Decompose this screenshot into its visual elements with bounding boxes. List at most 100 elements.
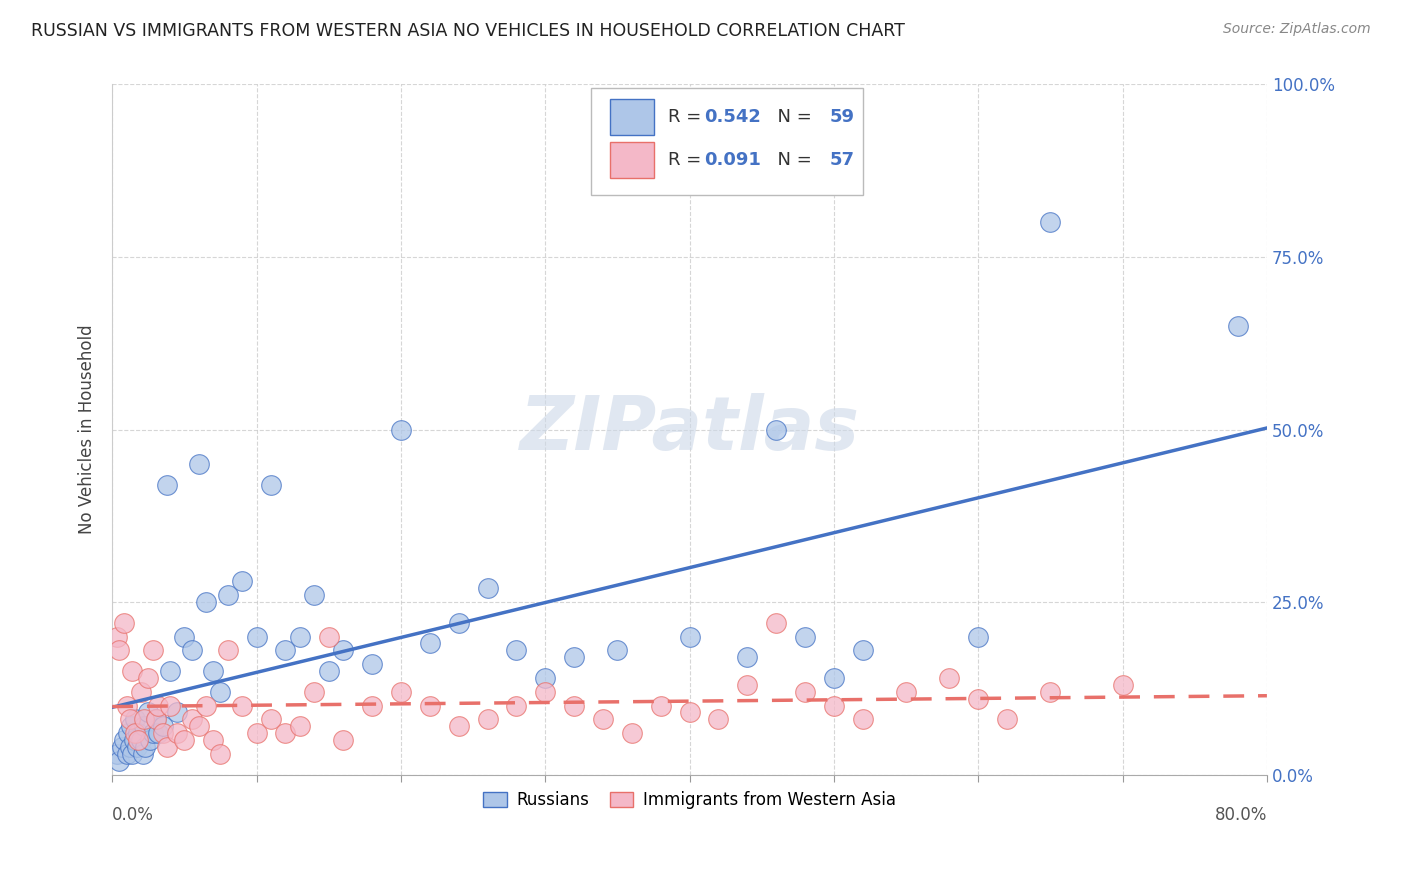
- Point: [108, 754, 131, 768]
- Text: R =: R =: [668, 108, 707, 126]
- Point: [117, 726, 139, 740]
- Point: [121, 664, 143, 678]
- Point: [737, 678, 759, 692]
- Point: [447, 719, 470, 733]
- Point: [419, 636, 441, 650]
- Point: [217, 588, 239, 602]
- Text: Source: ZipAtlas.com: Source: ZipAtlas.com: [1223, 22, 1371, 37]
- Point: [125, 739, 148, 754]
- Point: [288, 630, 311, 644]
- Point: [173, 630, 195, 644]
- Point: [678, 706, 700, 720]
- Point: [447, 615, 470, 630]
- Point: [288, 719, 311, 733]
- Point: [1227, 318, 1250, 333]
- Point: [217, 643, 239, 657]
- Point: [765, 615, 787, 630]
- Point: [737, 650, 759, 665]
- Point: [562, 650, 585, 665]
- Point: [127, 726, 149, 740]
- Legend: Russians, Immigrants from Western Asia: Russians, Immigrants from Western Asia: [477, 785, 903, 816]
- Point: [152, 719, 174, 733]
- Point: [195, 595, 218, 609]
- Point: [419, 698, 441, 713]
- Point: [166, 726, 188, 740]
- Point: [505, 643, 527, 657]
- Point: [202, 733, 225, 747]
- Point: [156, 477, 179, 491]
- Point: [195, 698, 218, 713]
- Point: [894, 685, 917, 699]
- Point: [124, 712, 146, 726]
- Point: [650, 698, 672, 713]
- Point: [120, 719, 142, 733]
- Point: [592, 712, 614, 726]
- Point: [620, 726, 643, 740]
- Point: [304, 588, 326, 602]
- Y-axis label: No Vehicles in Household: No Vehicles in Household: [79, 325, 96, 534]
- Point: [136, 671, 159, 685]
- Text: 0.542: 0.542: [704, 108, 762, 126]
- Point: [115, 698, 138, 713]
- Point: [132, 712, 155, 726]
- Point: [131, 747, 153, 761]
- Point: [361, 657, 384, 672]
- Point: [765, 423, 787, 437]
- FancyBboxPatch shape: [610, 143, 654, 178]
- FancyBboxPatch shape: [592, 88, 863, 194]
- Point: [361, 698, 384, 713]
- Point: [389, 423, 412, 437]
- Point: [477, 712, 499, 726]
- Point: [118, 712, 141, 726]
- Point: [938, 671, 960, 685]
- Point: [202, 664, 225, 678]
- Point: [389, 685, 412, 699]
- Point: [606, 643, 628, 657]
- Point: [231, 698, 253, 713]
- Point: [852, 643, 875, 657]
- Point: [995, 712, 1018, 726]
- Text: 59: 59: [830, 108, 855, 126]
- Point: [274, 643, 297, 657]
- Point: [124, 726, 146, 740]
- Point: [173, 733, 195, 747]
- Point: [136, 706, 159, 720]
- Point: [274, 726, 297, 740]
- Point: [156, 739, 179, 754]
- Point: [534, 685, 557, 699]
- Text: 0.0%: 0.0%: [112, 805, 155, 823]
- Point: [112, 733, 135, 747]
- Point: [159, 664, 181, 678]
- Point: [132, 719, 155, 733]
- Point: [794, 685, 817, 699]
- Point: [152, 726, 174, 740]
- Point: [707, 712, 730, 726]
- Point: [121, 747, 143, 761]
- Point: [794, 630, 817, 644]
- Point: [245, 630, 267, 644]
- Point: [111, 739, 134, 754]
- Text: RUSSIAN VS IMMIGRANTS FROM WESTERN ASIA NO VEHICLES IN HOUSEHOLD CORRELATION CHA: RUSSIAN VS IMMIGRANTS FROM WESTERN ASIA …: [31, 22, 905, 40]
- Point: [823, 698, 845, 713]
- Point: [148, 726, 170, 740]
- Point: [187, 457, 209, 471]
- Point: [505, 698, 527, 713]
- Point: [562, 698, 585, 713]
- Point: [477, 581, 499, 595]
- Point: [318, 664, 340, 678]
- Point: [127, 733, 149, 747]
- Text: 0.091: 0.091: [704, 152, 762, 169]
- Point: [108, 643, 131, 657]
- Point: [148, 698, 170, 713]
- Point: [678, 630, 700, 644]
- Point: [180, 712, 202, 726]
- Point: [967, 630, 990, 644]
- Point: [159, 698, 181, 713]
- Point: [1039, 685, 1062, 699]
- Point: [105, 747, 128, 761]
- Point: [534, 671, 557, 685]
- Point: [145, 712, 167, 726]
- Point: [1111, 678, 1133, 692]
- Point: [231, 574, 253, 589]
- Point: [122, 733, 145, 747]
